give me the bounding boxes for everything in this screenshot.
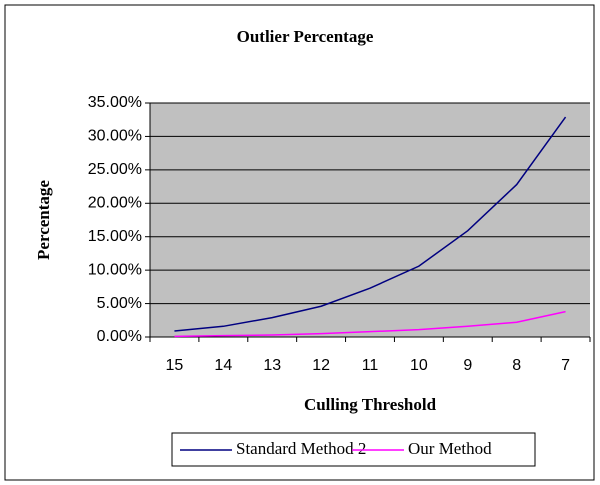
x-tick-label: 11: [362, 357, 379, 374]
x-tick-label: 12: [312, 357, 330, 374]
y-tick-label: 10.00%: [88, 261, 142, 278]
chart-title: Outlier Percentage: [237, 27, 374, 46]
y-tick-label: 0.00%: [97, 328, 142, 345]
x-axis-label: Culling Threshold: [304, 395, 437, 414]
y-tick-label: 20.00%: [88, 195, 142, 212]
line-series: [174, 116, 567, 332]
y-tick-label: 25.00%: [88, 161, 142, 178]
y-tick-label: 15.00%: [88, 228, 142, 245]
x-tick-label: 13: [263, 357, 281, 374]
legend-label: Standard Method 2: [236, 439, 366, 458]
y-tick-label: 30.00%: [88, 128, 142, 145]
x-tick-label: 10: [410, 357, 428, 374]
legend-label: Our Method: [408, 439, 492, 458]
plot-area: [150, 103, 590, 337]
x-tick-label: 7: [561, 357, 570, 374]
line-series: [174, 310, 566, 338]
x-tick-label: 14: [214, 357, 232, 374]
x-tick-label: 15: [166, 357, 184, 374]
x-tick-label: 9: [463, 357, 472, 374]
y-tick-label: 35.00%: [88, 94, 142, 111]
y-tick-label: 5.00%: [97, 295, 142, 312]
y-axis-label: Percentage: [34, 180, 53, 260]
x-tick-label: 8: [512, 357, 521, 374]
